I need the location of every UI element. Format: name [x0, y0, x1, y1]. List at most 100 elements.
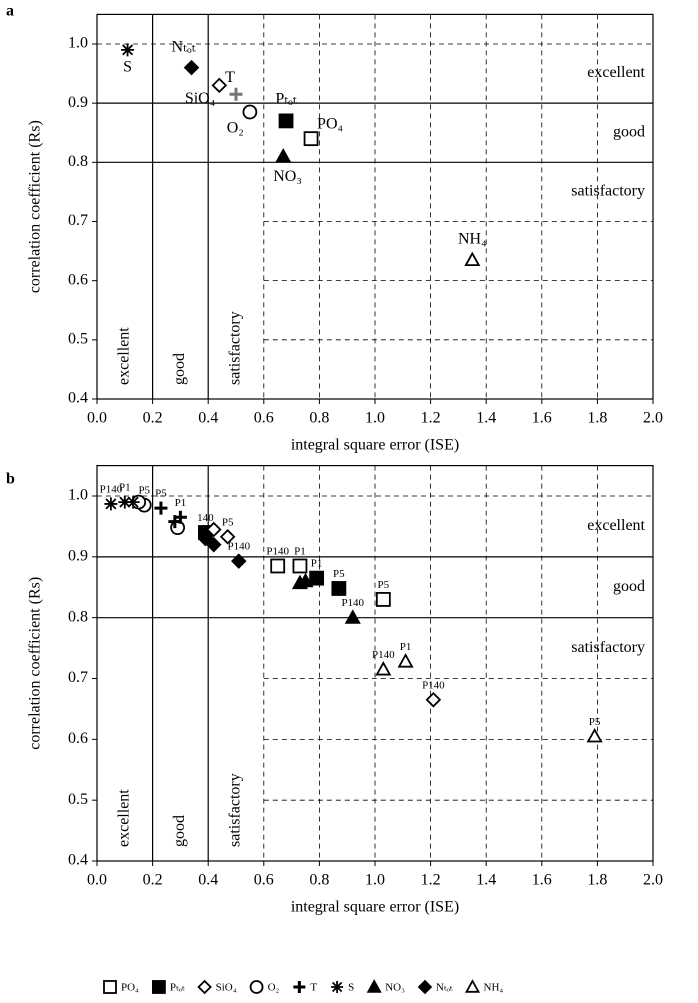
- x-tick-label: 0.4: [198, 410, 218, 427]
- legend-label: SiO₄: [216, 982, 237, 994]
- marker-diamond: [205, 521, 222, 538]
- marker: [309, 570, 325, 586]
- point-label: S: [123, 59, 132, 76]
- legend-marker: [293, 981, 306, 993]
- legend-marker: [103, 980, 117, 994]
- legend-label: O₂: [268, 982, 280, 994]
- zone-label: satisfactory: [571, 639, 645, 656]
- y-axis-label: correlation coefficient (Rs): [27, 577, 44, 750]
- point-label: P140: [266, 546, 289, 558]
- zone-label: excellent: [587, 64, 645, 81]
- x-tick-label: 1.4: [476, 410, 496, 427]
- legend-marker: [152, 980, 166, 994]
- y-tick-label: 1.0: [68, 487, 88, 504]
- marker-triangle: [586, 727, 603, 743]
- point-label: P5: [378, 579, 390, 591]
- legend-marker: [197, 979, 212, 995]
- legend-marker: [417, 979, 433, 995]
- zone-label-vertical: excellent: [115, 789, 132, 847]
- point-label: Nₜₒₜ: [171, 38, 195, 55]
- marker-triangle: [366, 979, 382, 993]
- x-tick-label: 1.6: [532, 410, 552, 427]
- zone-label-vertical: satisfactory: [227, 311, 244, 385]
- point-label: P140: [100, 483, 123, 495]
- point-label: P140: [341, 597, 364, 609]
- y-tick-label: 0.4: [68, 390, 88, 407]
- marker-diamond: [425, 692, 442, 708]
- x-tick-label: 0.8: [309, 410, 329, 427]
- marker-asterisk: [104, 497, 118, 511]
- y-tick-label: 0.9: [68, 548, 88, 565]
- legend-label: S: [348, 982, 354, 994]
- marker: [270, 558, 286, 574]
- y-tick-label: 0.5: [68, 791, 88, 808]
- marker-square: [152, 980, 166, 994]
- x-tick-label: 2.0: [643, 872, 663, 889]
- marker: [229, 87, 243, 101]
- plot-frame: [96, 465, 654, 862]
- x-tick-label: 2.0: [643, 410, 663, 427]
- marker-triangle: [297, 572, 314, 588]
- marker-diamond: [231, 553, 247, 569]
- marker: [344, 609, 361, 624]
- legend-marker: [464, 979, 481, 993]
- marker: [586, 727, 603, 743]
- y-tick-label: 1.0: [68, 35, 88, 52]
- y-axis-label: correlation coefficient (Rs): [27, 120, 44, 293]
- point-label: O₂: [227, 120, 244, 137]
- x-axis-label: integral square error (ISE): [291, 899, 459, 916]
- marker-asterisk: [126, 495, 140, 509]
- y-tick-label: 0.6: [68, 271, 88, 288]
- point-label: P5: [222, 516, 234, 528]
- marker-square: [331, 581, 347, 596]
- marker-plus: [168, 515, 182, 529]
- point-label: PO₄: [317, 115, 343, 132]
- x-tick-label: 0.6: [254, 410, 274, 427]
- marker: [126, 495, 140, 509]
- marker-triangle: [464, 251, 481, 267]
- zone-label: excellent: [587, 517, 645, 534]
- x-tick-label: 1.6: [532, 872, 552, 889]
- point-label: P5: [589, 716, 601, 728]
- marker-circle: [249, 980, 264, 994]
- point-label: T: [225, 69, 235, 86]
- legend-label: NH₄: [484, 982, 504, 994]
- legend-marker: [366, 979, 382, 993]
- marker-square: [103, 980, 117, 994]
- x-tick-label: 0.6: [254, 872, 274, 889]
- legend-label: T: [310, 982, 317, 994]
- x-tick-label: 0.2: [143, 410, 163, 427]
- legend-label: NO₃: [385, 982, 405, 994]
- marker-diamond: [219, 528, 236, 545]
- plot-frame: [96, 13, 654, 400]
- x-tick-label: 1.8: [587, 410, 607, 427]
- marker-square: [270, 558, 286, 574]
- point-label: P1: [311, 558, 323, 570]
- marker-asterisk: [331, 981, 344, 993]
- marker-diamond: [183, 59, 200, 76]
- marker: [219, 528, 236, 545]
- point-label: P1: [175, 497, 187, 509]
- marker: [170, 520, 186, 536]
- marker-asterisk: [121, 43, 135, 57]
- legend-label: Pₜₒₜ: [170, 982, 185, 994]
- x-tick-label: 0.2: [143, 872, 163, 889]
- marker: [197, 530, 214, 547]
- y-tick-label: 0.8: [68, 608, 88, 625]
- marker-square: [278, 113, 294, 129]
- x-tick-label: 0.0: [87, 872, 107, 889]
- x-tick-label: 1.0: [365, 872, 385, 889]
- y-tick-label: 0.6: [68, 730, 88, 747]
- zone-label: satisfactory: [571, 183, 645, 200]
- marker: [242, 104, 258, 120]
- x-axis-label: integral square error (ISE): [291, 437, 459, 454]
- y-tick-label: 0.7: [68, 669, 88, 686]
- marker: [375, 592, 391, 607]
- marker-square: [375, 592, 391, 607]
- marker: [154, 501, 168, 515]
- legend-label: PO₄: [121, 982, 139, 994]
- marker: [211, 77, 228, 94]
- marker-triangle: [275, 148, 292, 163]
- x-tick-label: 1.8: [587, 872, 607, 889]
- marker: [205, 521, 222, 538]
